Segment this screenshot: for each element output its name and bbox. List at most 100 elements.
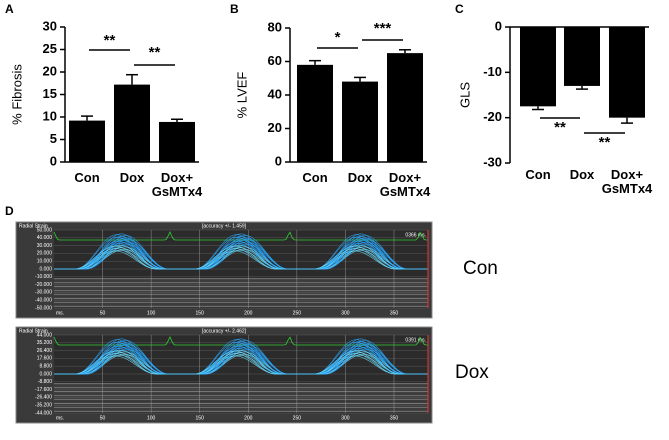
x-tick-label: Dox+ GsMTx4	[151, 170, 203, 199]
strain-curve	[54, 340, 428, 375]
group-label: Dox	[455, 362, 489, 383]
x-tick-label: Dox+ GsMTx4	[379, 170, 431, 199]
x-tick-label: 50	[100, 415, 106, 421]
x-tick-label: Dox	[347, 170, 373, 185]
x-tick-label: 250	[293, 310, 302, 316]
x-tick-label: 100	[147, 415, 156, 421]
panel-letter: A	[5, 2, 14, 16]
strain-curve	[54, 350, 428, 375]
y-tick-label: 25	[43, 41, 57, 56]
significance-label: **	[149, 44, 161, 61]
y-tick-label: -30	[483, 154, 502, 169]
x-tick-label: 150	[196, 415, 205, 421]
x-tick-label: Con	[525, 167, 551, 182]
accuracy: [accuracy +/- 2.462]	[202, 328, 247, 334]
y-tick-label: 10.000	[37, 259, 53, 265]
y-tick-label: -44.000	[35, 410, 52, 416]
y-tick-label: 20.000	[37, 251, 53, 257]
y-tick-label: 0.000	[39, 371, 52, 377]
strain-curve	[54, 339, 428, 375]
strain-curve	[54, 346, 428, 375]
panel-letter: B	[230, 2, 239, 16]
y-axis-label: % Fibrosis	[9, 64, 24, 125]
bar	[342, 81, 378, 162]
strain-curve	[54, 345, 428, 375]
strain-curve	[54, 345, 428, 375]
x-tick-label: Con	[74, 170, 100, 185]
y-tick-label: -40.000	[35, 298, 52, 304]
x-tick-label: 350	[390, 415, 399, 421]
y-tick-label: 40.000	[37, 235, 53, 241]
y-tick-label: 5	[50, 131, 57, 146]
time: 0391 ms.	[405, 337, 426, 343]
strain-curve	[54, 249, 428, 270]
y-tick-label: 26.400	[37, 348, 53, 354]
x-tick-label: 100	[147, 310, 156, 316]
strain-curve	[54, 354, 428, 375]
significance-label: *	[335, 29, 341, 46]
y-tick-label: -20	[483, 109, 502, 124]
y-tick-label: 20	[268, 120, 282, 135]
y-tick-label: 10	[43, 108, 57, 123]
y-tick-label: 30.000	[37, 243, 53, 249]
y-tick-label: -26.400	[35, 395, 52, 401]
y-tick-label: 60	[268, 53, 282, 68]
bar	[114, 84, 150, 162]
strain-curve	[54, 245, 428, 270]
x-tick-label: Dox+ GsMTx4	[601, 167, 653, 196]
y-tick-label: 0.000	[39, 266, 52, 272]
y-tick-label: 20	[43, 63, 57, 78]
x-tick-label: 250	[293, 415, 302, 421]
bar	[387, 53, 423, 162]
y-tick-label: 17.600	[37, 356, 53, 362]
y-tick-label: -35.200	[35, 403, 52, 409]
group-label: Con	[463, 258, 498, 279]
strain-curve	[54, 239, 428, 270]
x-tick-label: 300	[341, 415, 350, 421]
y-tick-label: -50.000	[35, 305, 52, 311]
y-tick-label: 44.000	[37, 332, 53, 338]
strain-curve	[54, 338, 428, 375]
bar	[297, 64, 333, 162]
image-title: Radial Strain	[19, 223, 48, 229]
time: 0366 ms.	[405, 232, 426, 238]
image-title: Radial Strain	[19, 328, 48, 334]
strain-curve	[54, 348, 428, 375]
strain-curve	[54, 235, 428, 270]
panel-letter: D	[5, 204, 14, 218]
y-axis-label: % LVEF	[234, 72, 249, 119]
bar	[69, 120, 105, 162]
bar	[520, 27, 556, 107]
x-unit: ms.	[56, 415, 64, 421]
strain-curve	[54, 240, 428, 270]
strain-curve	[54, 234, 428, 270]
y-tick-label: -10.000	[35, 274, 52, 280]
y-axis-label: GLS	[457, 82, 472, 108]
y-tick-label: 0	[495, 18, 502, 33]
strain-curve	[54, 247, 428, 270]
strain-curve	[54, 344, 428, 375]
x-tick-label: 200	[244, 415, 253, 421]
y-tick-label: 0	[50, 153, 57, 168]
bar	[564, 27, 600, 86]
strain-curve	[54, 241, 428, 270]
y-tick-label: 30	[43, 18, 57, 33]
panel-letter: C	[455, 2, 464, 16]
y-tick-label: 50.000	[37, 227, 53, 233]
bar	[159, 121, 195, 162]
strain-curve	[54, 243, 428, 270]
x-tick-label: Con	[302, 170, 328, 185]
y-tick-label: -30.000	[35, 290, 52, 296]
x-unit: ms.	[56, 310, 64, 316]
bar	[609, 27, 645, 118]
x-tick-label: 300	[341, 310, 350, 316]
significance-label: **	[104, 32, 116, 49]
strain-curve	[54, 349, 428, 375]
significance-label: ***	[374, 20, 392, 37]
y-tick-label: -17.600	[35, 387, 52, 393]
strain-curve	[54, 352, 428, 375]
